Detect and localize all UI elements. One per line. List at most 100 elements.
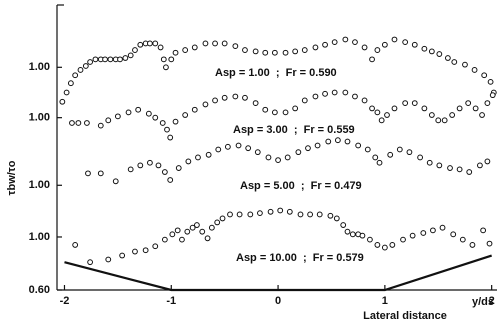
data-point bbox=[161, 236, 168, 243]
data-point bbox=[295, 149, 302, 156]
data-point bbox=[185, 158, 192, 165]
data-point bbox=[212, 97, 218, 104]
data-point bbox=[72, 242, 79, 248]
data-point bbox=[114, 113, 121, 120]
data-point bbox=[265, 154, 272, 161]
data-point bbox=[107, 56, 114, 63]
data-point bbox=[227, 211, 233, 218]
data-point bbox=[161, 169, 168, 175]
data-point bbox=[402, 100, 409, 106]
data-point bbox=[275, 157, 281, 163]
data-point bbox=[204, 235, 211, 242]
data-point bbox=[169, 231, 176, 238]
data-point bbox=[456, 105, 463, 112]
data-point bbox=[172, 49, 179, 56]
data-point bbox=[214, 219, 221, 226]
data-point bbox=[441, 117, 448, 124]
data-point bbox=[469, 242, 476, 248]
data-point bbox=[391, 105, 398, 112]
data-point bbox=[436, 51, 443, 57]
data-point bbox=[102, 56, 108, 63]
data-point bbox=[451, 59, 458, 65]
data-point bbox=[292, 48, 299, 55]
data-point bbox=[344, 228, 351, 235]
data-point bbox=[297, 211, 304, 218]
y-tick-label: 1.00 bbox=[29, 61, 50, 73]
data-point bbox=[67, 80, 74, 87]
data-point bbox=[477, 162, 483, 169]
data-point bbox=[159, 120, 166, 126]
data-point bbox=[465, 100, 472, 106]
data-point bbox=[374, 242, 381, 248]
data-point bbox=[367, 236, 373, 243]
data-point bbox=[182, 112, 189, 118]
data-point bbox=[75, 120, 82, 126]
data-point bbox=[137, 162, 144, 169]
data-point bbox=[155, 162, 162, 169]
data-point bbox=[334, 137, 341, 144]
data-point bbox=[372, 154, 379, 161]
data-point bbox=[175, 165, 182, 171]
data-point bbox=[342, 36, 349, 43]
data-point bbox=[307, 211, 314, 218]
data-point bbox=[364, 146, 371, 153]
data-point bbox=[191, 106, 198, 113]
data-point bbox=[137, 41, 144, 48]
data-point bbox=[87, 59, 94, 65]
data-point bbox=[168, 56, 175, 63]
data-point bbox=[286, 208, 293, 215]
data-point bbox=[381, 41, 388, 48]
data-point bbox=[202, 101, 209, 108]
data-point bbox=[421, 45, 428, 52]
series-label: Asp = 10.00 ; Fr = 0.579 bbox=[236, 252, 364, 264]
data-point bbox=[271, 49, 278, 56]
data-point bbox=[369, 56, 375, 63]
data-point bbox=[369, 105, 375, 112]
data-point bbox=[459, 236, 466, 243]
data-point bbox=[205, 151, 212, 158]
data-point bbox=[132, 248, 138, 255]
data-point bbox=[472, 105, 479, 112]
data-point bbox=[436, 162, 443, 169]
data-point bbox=[147, 159, 153, 166]
data-point bbox=[232, 43, 239, 49]
data-point bbox=[191, 44, 198, 51]
data-point bbox=[444, 55, 451, 61]
data-point bbox=[182, 47, 189, 53]
data-point bbox=[376, 159, 383, 166]
x-tick-label: 2 bbox=[489, 295, 495, 307]
data-point bbox=[389, 242, 396, 248]
data-point bbox=[127, 166, 134, 173]
data-point bbox=[400, 236, 406, 243]
data-point bbox=[359, 232, 366, 239]
data-point bbox=[84, 120, 90, 126]
data-point bbox=[63, 89, 70, 96]
series-label: Asp = 3.00 ; Fr = 0.559 bbox=[233, 124, 355, 136]
data-point bbox=[152, 243, 159, 250]
x-tick-label: -2 bbox=[60, 295, 70, 307]
data-point bbox=[208, 224, 215, 231]
data-point bbox=[92, 56, 99, 63]
data-point bbox=[152, 40, 159, 47]
data-point bbox=[212, 40, 218, 47]
series-label: Asp = 1.00 ; Fr = 0.590 bbox=[215, 67, 337, 79]
data-point bbox=[262, 49, 269, 56]
data-point bbox=[147, 40, 153, 47]
data-point bbox=[284, 154, 291, 161]
data-point bbox=[119, 252, 126, 259]
data-point bbox=[97, 122, 104, 129]
data-point bbox=[484, 158, 491, 165]
x-unit-label: y/ds bbox=[472, 296, 494, 308]
data-point bbox=[355, 142, 362, 149]
data-point bbox=[322, 41, 328, 48]
data-point bbox=[157, 44, 164, 51]
profile-line bbox=[64, 254, 492, 292]
data-point bbox=[127, 52, 134, 59]
data-point bbox=[480, 227, 487, 234]
data-point bbox=[179, 236, 185, 243]
data-point bbox=[435, 117, 442, 124]
data-point bbox=[301, 97, 308, 104]
data-point bbox=[378, 117, 385, 124]
data-point bbox=[486, 240, 493, 247]
